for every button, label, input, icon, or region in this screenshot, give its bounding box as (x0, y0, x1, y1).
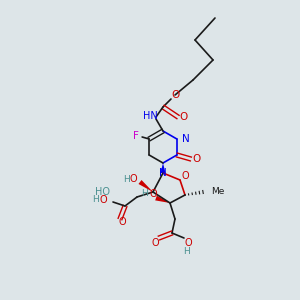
Text: N: N (159, 168, 167, 178)
Text: F: F (133, 131, 139, 141)
Polygon shape (160, 163, 166, 173)
Text: O: O (181, 171, 189, 181)
Text: Me: Me (211, 187, 224, 196)
Text: O: O (129, 174, 137, 184)
Text: O: O (180, 112, 188, 122)
Text: O: O (151, 238, 159, 248)
Text: O: O (171, 90, 179, 100)
Text: O: O (193, 154, 201, 164)
Polygon shape (139, 180, 153, 192)
Text: H: H (123, 175, 129, 184)
Text: O: O (184, 238, 192, 248)
Text: HN: HN (142, 111, 158, 121)
Text: H: H (142, 190, 148, 199)
Text: O: O (149, 189, 157, 199)
Text: H: H (92, 196, 99, 205)
Text: O: O (118, 217, 126, 227)
Text: HO: HO (95, 187, 110, 197)
Text: H: H (184, 247, 190, 256)
Text: N: N (182, 134, 190, 144)
Text: O: O (99, 195, 107, 205)
Polygon shape (155, 196, 170, 203)
